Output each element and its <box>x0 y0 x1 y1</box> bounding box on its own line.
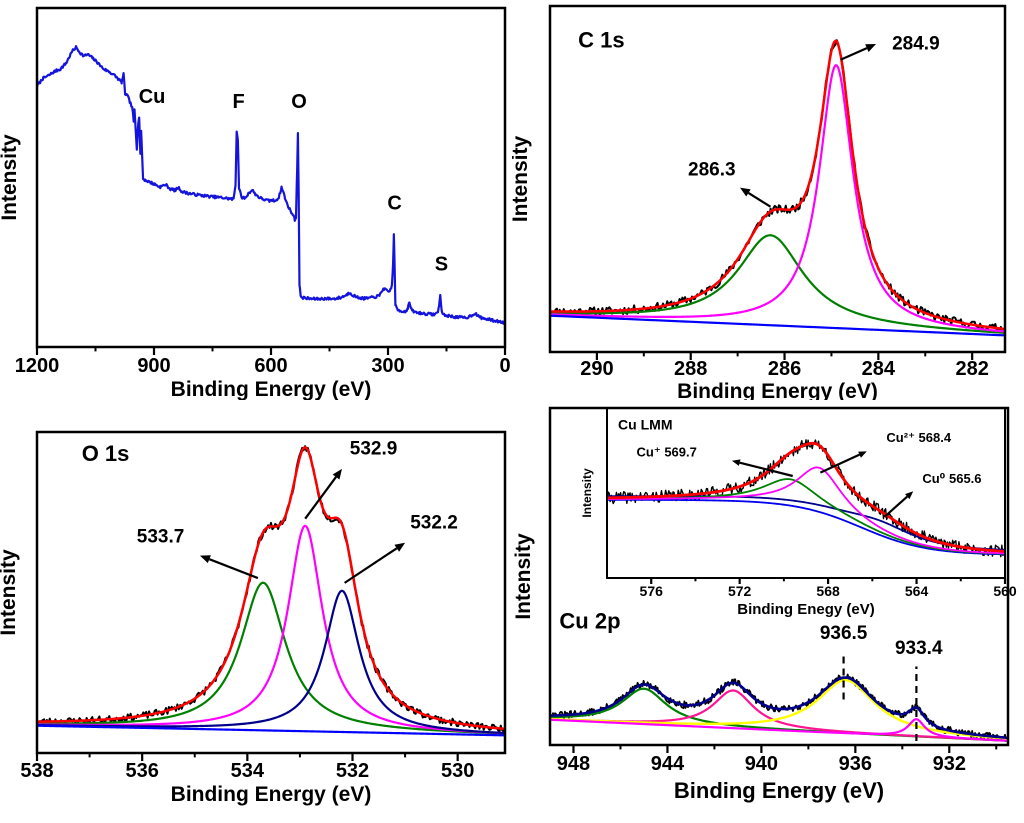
x-tick-label: 282 <box>955 358 988 380</box>
x-tick-label: 572 <box>728 583 752 599</box>
c1s-envelope-curve <box>549 39 1006 331</box>
o1s-annotation-label: 532.2 <box>410 512 458 533</box>
cu2p-culmm-spectrum-panel: 948 944 940 936 932 Binding Energy (eV) Intens… <box>512 406 1017 803</box>
culmm-yaxis-label: Intensity <box>580 468 594 518</box>
x-tick-label: 948 <box>557 753 590 775</box>
o1s-yaxis-label: Intensity <box>0 549 20 636</box>
survey-xaxis-label: Binding Energy (eV) <box>171 378 372 400</box>
cu2p-peak-936-5-curve <box>549 678 1009 740</box>
cu2p-annotation-label: 936.5 <box>820 623 868 644</box>
culmm-annotation-arrow <box>739 461 794 478</box>
x-tick-label: 564 <box>905 583 929 599</box>
c1s-frame <box>548 4 1007 354</box>
survey-annotation-label: S <box>435 254 448 276</box>
x-tick-label: 944 <box>651 753 685 775</box>
cu2p-peak-933-4-curve <box>549 718 1009 742</box>
c1s-background-curve <box>549 314 1006 337</box>
survey-yaxis-label: Intensity <box>0 134 21 221</box>
c1s-data-curve <box>549 39 1006 334</box>
culmm-peak-568-4-curve <box>606 466 1006 555</box>
c1s-annotation-label: 286.3 <box>688 160 736 181</box>
o1s-annotation-label: 533.7 <box>137 527 185 548</box>
x-tick-label: 1200 <box>15 355 60 377</box>
cu2p-yaxis-label: Intensity <box>512 533 535 620</box>
x-tick-label: 932 <box>933 753 966 775</box>
o1s-annotation-arrowhead <box>394 542 406 552</box>
culmm-annotation-label: Cu LMM <box>618 416 672 432</box>
c1s-peak-284-9-curve <box>549 64 1006 333</box>
culmm-annotation-arrowhead <box>858 451 867 458</box>
c1s-peak-286-3-curve <box>549 234 1006 334</box>
survey-spectrum-panel: 1200 900 600 300 0 Binding Energy (eV) Intensi… <box>0 6 511 400</box>
o1s-frame <box>35 430 507 755</box>
culmm-frame <box>606 407 1006 579</box>
o1s-annotation-arrow <box>208 558 259 580</box>
o1s-annotation-arrow <box>344 547 398 584</box>
survey-annotation-label: F <box>233 91 245 113</box>
survey-annotation-label: Cu <box>139 86 166 108</box>
survey-frame <box>35 6 507 349</box>
c1s-annotation-label: 284.9 <box>892 33 940 54</box>
culmm-annotation-arrowhead <box>905 491 914 500</box>
o1s-envelope-curve <box>36 445 506 731</box>
x-tick-label: 576 <box>640 583 664 599</box>
o1s-data-curve <box>36 445 506 733</box>
x-tick-label: 536 <box>125 760 158 782</box>
c1s-annotation-arrow <box>747 192 772 208</box>
x-tick-label: 538 <box>20 760 53 782</box>
culmm-annotation-arrow <box>883 495 908 518</box>
x-tick-label: 568 <box>816 583 840 599</box>
culmm-background-curve <box>607 498 1006 556</box>
o1s-background-curve <box>36 724 506 737</box>
x-tick-label: 600 <box>254 355 287 377</box>
x-tick-label: 284 <box>862 358 896 380</box>
o1s-peak-532-2-curve <box>36 589 506 735</box>
x-tick-label: 532 <box>336 760 369 782</box>
c1s-annotation-arrowhead <box>865 44 877 52</box>
x-tick-label: 900 <box>137 355 170 377</box>
x-tick-label: 936 <box>839 753 872 775</box>
c1s-annotation-arrow <box>840 47 868 61</box>
o1s-annotation-arrow <box>304 476 337 520</box>
c1s-spectrum-panel: 290 288 286 284 282 Binding Energy (eV) Intens… <box>512 4 1007 400</box>
cu2p-envelope-curve <box>549 676 1009 740</box>
o1s-annotation-arrowhead <box>200 555 211 564</box>
x-tick-label: 286 <box>768 358 801 380</box>
culmm-xaxis-label: Binding Enegy (eV) <box>737 601 875 618</box>
culmm-annotation-label: Cu⁰ 565.6 <box>922 471 981 486</box>
cu2p-frame <box>548 406 1010 747</box>
o1s-peak-532-9-curve <box>36 524 506 735</box>
o1s-annotation-label: O 1s <box>82 441 130 466</box>
c1s-annotation-arrowhead <box>739 187 751 197</box>
c1s-xaxis-label: Binding Energy (eV) <box>677 380 878 400</box>
survey-survey-curve <box>35 45 507 325</box>
cu2p-xaxis-label: Binding Energy (eV) <box>674 778 884 803</box>
x-tick-label: 560 <box>993 583 1017 599</box>
culmm-envelope-curve <box>606 441 1006 553</box>
x-tick-label: 300 <box>371 355 404 377</box>
c1s-annotation-label: C 1s <box>578 28 624 53</box>
x-tick-label: 290 <box>580 358 613 380</box>
cu2p-annotation-label: 933.4 <box>895 638 943 659</box>
survey-annotation-label: O <box>291 91 307 113</box>
o1s-xaxis-label: Binding Energy (eV) <box>171 783 372 806</box>
x-tick-label: 288 <box>674 358 707 380</box>
x-tick-label: 940 <box>745 753 778 775</box>
x-tick-label: 534 <box>231 760 265 782</box>
survey-annotation-label: C <box>387 193 401 215</box>
culmm-annotation-label: Cu²⁺ 568.4 <box>886 430 951 445</box>
cu2p-peak-945-curve <box>549 687 1009 742</box>
o1s-peak-533-7-curve <box>37 581 506 735</box>
o1s-annotation-arrowhead <box>332 468 342 480</box>
culmm-annotation-label: Cu⁺ 569.7 <box>637 444 697 459</box>
c1s-yaxis-label: Intensity <box>512 136 532 223</box>
o1s-spectrum-panel: 538 536 534 532 530 Binding Energy (eV) Intens… <box>0 430 507 806</box>
x-tick-label: 0 <box>499 355 510 377</box>
culmm-annotation-arrowhead <box>731 459 741 466</box>
culmm-annotation-arrow <box>819 453 860 474</box>
cu2p-annotation-label: Cu 2p <box>559 609 620 634</box>
o1s-annotation-label: 532.9 <box>350 438 398 459</box>
x-tick-label: 530 <box>441 760 474 782</box>
